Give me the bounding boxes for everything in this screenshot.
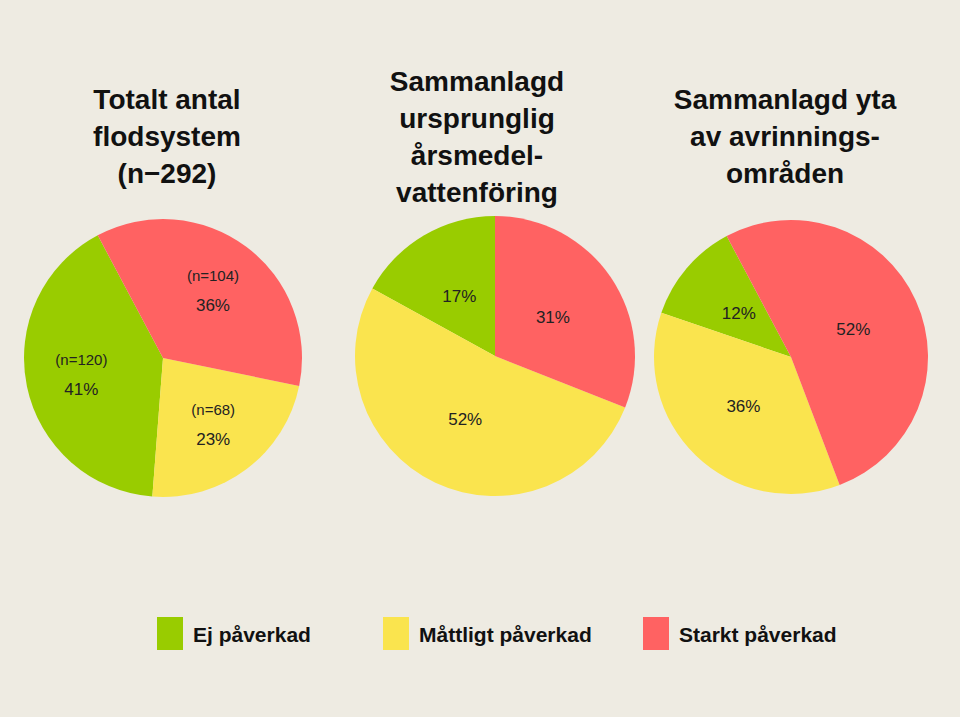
chart-title: Sammanlagd ursprunglig årsmedel-vattenföri…: [390, 66, 564, 208]
count-label: (n=120): [55, 351, 107, 368]
background: [0, 0, 960, 717]
value-label: 17%: [442, 287, 476, 306]
title-line: vattenföring: [396, 177, 558, 208]
value-label: 31%: [536, 308, 570, 327]
value-label: 36%: [726, 397, 760, 416]
value-label: 52%: [448, 410, 482, 429]
title-line: (n−292): [118, 158, 217, 189]
data-labels: (n=120) 41% (n=68) 23% (n=104) 36%: [55, 267, 239, 448]
pie-slice: [727, 220, 928, 485]
value-label: 36%: [196, 296, 230, 315]
pie-chart: Totalt antalflodsystem(n−292)(n=120)41%(…: [24, 84, 302, 497]
title-line: årsmedel-: [411, 140, 543, 171]
pie-chart: Sammanlagd ursprunglig årsmedel-vattenföri…: [355, 66, 635, 496]
value-label: 52%: [836, 320, 870, 339]
chart-canvas: Totalt antalflodsystem(n−292)(n=120)41%(…: [0, 0, 960, 717]
legend-label: Ej påverkad: [193, 623, 311, 646]
title-line: av avrinnings-: [690, 121, 880, 152]
data-labels: 12% 36% 52%: [722, 304, 871, 417]
title-line: områden: [726, 158, 844, 189]
value-label: 23%: [196, 430, 230, 449]
value-label: 12%: [722, 304, 756, 323]
slices: [355, 216, 635, 496]
title-line: ursprunglig: [399, 103, 555, 134]
chart-title: Totalt antal flodsystem (n−292): [93, 84, 241, 189]
count-label: (n=68): [191, 401, 235, 418]
value-label: 41%: [64, 380, 98, 399]
legend-label: Starkt påverkad: [679, 623, 837, 646]
slices: [654, 220, 928, 494]
pie-slice: [495, 216, 635, 408]
legend-swatch: [383, 617, 409, 650]
title-line: flodsystem: [93, 121, 241, 152]
title-line: Sammanlagd yta: [674, 84, 897, 115]
legend-item: Starkt påverkad: [643, 617, 837, 650]
title-line: Totalt antal: [93, 84, 240, 115]
data-labels: 17% 52% 31%: [442, 287, 570, 430]
legend-label: Måttligt påverkad: [419, 623, 592, 646]
legend-swatch: [643, 617, 669, 650]
pie-chart: Sammanlagd yta av avrinnings-områden 12% 36…: [654, 84, 928, 494]
legend-swatch: [157, 617, 183, 650]
legend-item: Måttligt påverkad: [383, 617, 592, 650]
count-label: (n=104): [187, 267, 239, 284]
legend: Ej påverkad Måttligt påverkad Starkt påver…: [157, 617, 837, 650]
pie-slice: [98, 219, 302, 386]
slices: [24, 219, 302, 497]
chart-title: Sammanlagd yta av avrinnings-områden: [674, 84, 897, 189]
title-line: Sammanlagd: [390, 66, 564, 97]
legend-item: Ej påverkad: [157, 617, 311, 650]
